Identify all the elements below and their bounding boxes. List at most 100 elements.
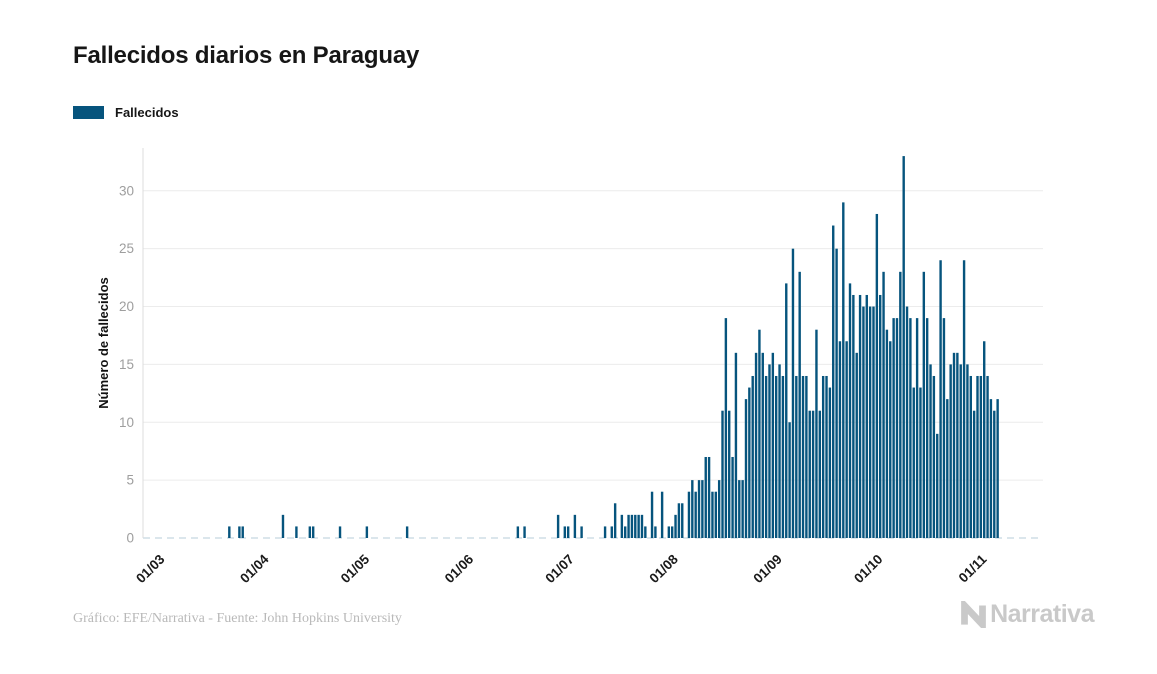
- x-tick-label: 01/04: [237, 551, 272, 586]
- bar: [966, 364, 969, 538]
- bar: [972, 410, 976, 538]
- bar: [962, 260, 966, 538]
- x-tick-label: 01/03: [133, 551, 168, 586]
- bar: [899, 271, 902, 538]
- bar: [815, 329, 818, 538]
- bar: [573, 514, 577, 538]
- x-tick-label: 01/10: [851, 552, 886, 587]
- bar: [865, 294, 868, 538]
- bar: [791, 248, 795, 538]
- y-tick-label: 10: [119, 415, 134, 430]
- bar: [852, 294, 855, 538]
- y-tick-label: 20: [119, 299, 134, 314]
- bar: [996, 399, 999, 538]
- bar: [956, 352, 959, 538]
- bar: [811, 410, 815, 538]
- bar: [516, 526, 520, 538]
- bar: [892, 318, 895, 538]
- bar: [630, 514, 634, 538]
- x-tick-label: 01/05: [338, 551, 373, 586]
- bar: [687, 491, 691, 538]
- bar: [640, 514, 644, 538]
- bar: [879, 294, 882, 538]
- bar: [704, 456, 707, 538]
- bar: [670, 526, 674, 538]
- bar: [798, 271, 801, 538]
- legend-label: Fallecidos: [115, 105, 179, 120]
- bar: [781, 375, 785, 538]
- bar: [681, 503, 684, 538]
- bar: [754, 352, 758, 538]
- bar: [741, 480, 744, 538]
- bar: [717, 480, 721, 538]
- bar: [848, 283, 852, 538]
- y-tick-label: 15: [119, 357, 134, 372]
- bar: [862, 306, 865, 538]
- bar: [613, 503, 617, 538]
- narrativa-logo-text: Narrativa: [990, 600, 1094, 628]
- bar: [949, 364, 952, 538]
- bar: [674, 514, 677, 538]
- bar: [308, 526, 312, 538]
- x-tick-label: 01/07: [542, 552, 577, 587]
- x-tick-label: 01/09: [750, 552, 785, 587]
- bar: [660, 491, 664, 538]
- bar: [821, 375, 825, 538]
- bar: [983, 341, 986, 538]
- bar: [731, 456, 734, 538]
- page-title: Fallecidos diarios en Paraguay: [73, 42, 420, 69]
- bar: [889, 341, 892, 538]
- bar: [925, 318, 929, 538]
- bar: [563, 526, 567, 538]
- bar: [281, 514, 285, 538]
- bar: [764, 375, 768, 538]
- bar: [228, 526, 231, 538]
- bar: [778, 364, 781, 538]
- x-tick-label: 01/08: [646, 551, 681, 586]
- bar: [556, 514, 560, 538]
- bar: [832, 225, 835, 538]
- bar: [691, 480, 694, 538]
- bar: [905, 306, 909, 538]
- bar: [566, 526, 570, 538]
- chart-legend: Fallecidos: [73, 105, 179, 120]
- bar: [707, 456, 711, 538]
- bar: [748, 387, 751, 538]
- bar: [932, 375, 936, 538]
- bar: [842, 202, 845, 538]
- bar: [771, 352, 775, 538]
- bar: [922, 271, 926, 538]
- x-tick-label: 01/11: [956, 551, 990, 585]
- bar: [986, 375, 989, 538]
- bar: [828, 387, 832, 538]
- bar: [610, 526, 613, 538]
- narrativa-logo: Narrativa: [960, 600, 1094, 629]
- bar: [882, 271, 885, 538]
- y-tick-label: 0: [126, 531, 134, 546]
- bar: [650, 491, 654, 538]
- bar: [989, 399, 993, 538]
- bar: [620, 514, 624, 538]
- bar: [835, 248, 838, 538]
- bar: [902, 156, 905, 538]
- bar: [942, 318, 946, 538]
- bar: [738, 480, 741, 538]
- bar: [711, 491, 714, 538]
- bar: [728, 410, 731, 538]
- bar: [758, 329, 761, 538]
- bar: [774, 375, 778, 538]
- bar: [295, 526, 298, 538]
- bar: [952, 352, 956, 538]
- bar: [761, 352, 764, 538]
- bar: [868, 306, 872, 538]
- bar: [238, 526, 241, 538]
- bar: [946, 399, 949, 538]
- bar: [701, 480, 704, 538]
- bar: [808, 410, 811, 538]
- bar: [603, 526, 607, 538]
- bar: [788, 422, 791, 538]
- narrativa-n-icon: [961, 601, 986, 628]
- bar: [580, 526, 583, 538]
- bar: [915, 318, 919, 538]
